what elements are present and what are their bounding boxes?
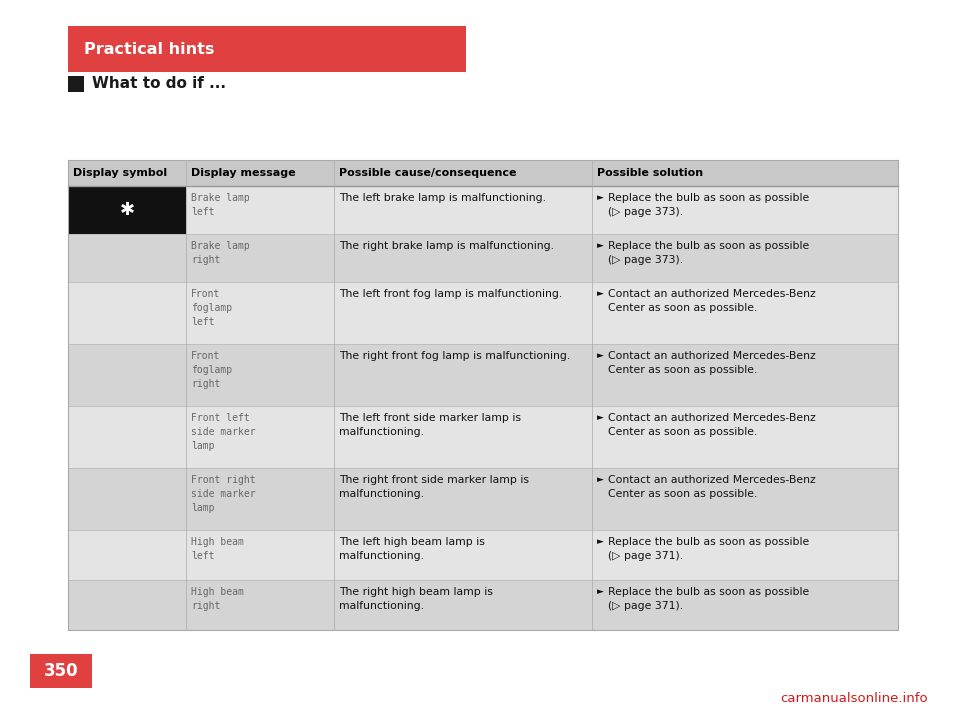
Text: ✱: ✱	[119, 201, 134, 219]
Text: carmanualsonline.info: carmanualsonline.info	[780, 692, 928, 705]
Bar	[68, 580, 898, 630]
Text: The left front fog lamp is malfunctioning.: The left front fog lamp is malfunctionin…	[339, 289, 563, 299]
Text: Display message: Display message	[191, 168, 296, 178]
Text: ►: ►	[597, 241, 604, 250]
Text: High beam
left: High beam left	[191, 537, 244, 561]
Text: Front left
side marker
lamp: Front left side marker lamp	[191, 413, 255, 451]
Text: Front
foglamp
right: Front foglamp right	[191, 351, 232, 389]
Text: ►: ►	[597, 289, 604, 298]
Text: ►: ►	[597, 413, 604, 422]
Bar	[68, 282, 898, 344]
Text: 350: 350	[44, 662, 79, 680]
Text: High beam
right: High beam right	[191, 587, 244, 611]
Text: ►: ►	[597, 475, 604, 484]
Bar	[68, 344, 898, 406]
Text: Contact an authorized Mercedes-Benz
Center as soon as possible.: Contact an authorized Mercedes-Benz Cent…	[608, 289, 816, 312]
Text: Contact an authorized Mercedes-Benz
Center as soon as possible.: Contact an authorized Mercedes-Benz Cent…	[608, 475, 816, 498]
Bar	[30, 654, 92, 688]
Bar	[68, 234, 898, 282]
Text: The right front fog lamp is malfunctioning.: The right front fog lamp is malfunctioni…	[339, 351, 570, 361]
Text: ►: ►	[597, 587, 604, 596]
Text: Replace the bulb as soon as possible
(▷ page 373).: Replace the bulb as soon as possible (▷ …	[608, 241, 809, 265]
Bar	[68, 186, 186, 234]
Text: The right brake lamp is malfunctioning.: The right brake lamp is malfunctioning.	[339, 241, 554, 251]
Text: Replace the bulb as soon as possible
(▷ page 373).: Replace the bulb as soon as possible (▷ …	[608, 193, 809, 217]
Text: The left front side marker lamp is
malfunctioning.: The left front side marker lamp is malfu…	[339, 413, 521, 436]
Text: Front
foglamp
left: Front foglamp left	[191, 289, 232, 327]
Text: The left high beam lamp is
malfunctioning.: The left high beam lamp is malfunctionin…	[339, 537, 485, 561]
Text: What to do if ...: What to do if ...	[92, 76, 226, 91]
Text: Brake lamp
right: Brake lamp right	[191, 241, 250, 265]
Text: Possible cause/consequence: Possible cause/consequence	[339, 168, 516, 178]
Bar	[68, 406, 898, 468]
Text: ►: ►	[597, 193, 604, 202]
Text: Replace the bulb as soon as possible
(▷ page 371).: Replace the bulb as soon as possible (▷ …	[608, 587, 809, 611]
Bar	[68, 26, 466, 72]
Text: Contact an authorized Mercedes-Benz
Center as soon as possible.: Contact an authorized Mercedes-Benz Cent…	[608, 413, 816, 436]
Bar	[68, 76, 84, 92]
Bar	[68, 186, 898, 234]
Text: Contact an authorized Mercedes-Benz
Center as soon as possible.: Contact an authorized Mercedes-Benz Cent…	[608, 351, 816, 374]
Text: The left brake lamp is malfunctioning.: The left brake lamp is malfunctioning.	[339, 193, 546, 203]
Bar	[68, 468, 898, 530]
Text: ►: ►	[597, 537, 604, 546]
Text: Brake lamp
left: Brake lamp left	[191, 193, 250, 217]
Text: ►: ►	[597, 351, 604, 360]
Text: The right high beam lamp is
malfunctioning.: The right high beam lamp is malfunctioni…	[339, 587, 492, 611]
Text: Display symbol: Display symbol	[73, 168, 167, 178]
Text: The right front side marker lamp is
malfunctioning.: The right front side marker lamp is malf…	[339, 475, 529, 498]
Text: Replace the bulb as soon as possible
(▷ page 371).: Replace the bulb as soon as possible (▷ …	[608, 537, 809, 561]
Bar	[68, 530, 898, 580]
Text: Practical hints: Practical hints	[84, 42, 214, 56]
Text: Possible solution: Possible solution	[597, 168, 703, 178]
Text: Front right
side marker
lamp: Front right side marker lamp	[191, 475, 255, 513]
Bar	[68, 160, 898, 186]
